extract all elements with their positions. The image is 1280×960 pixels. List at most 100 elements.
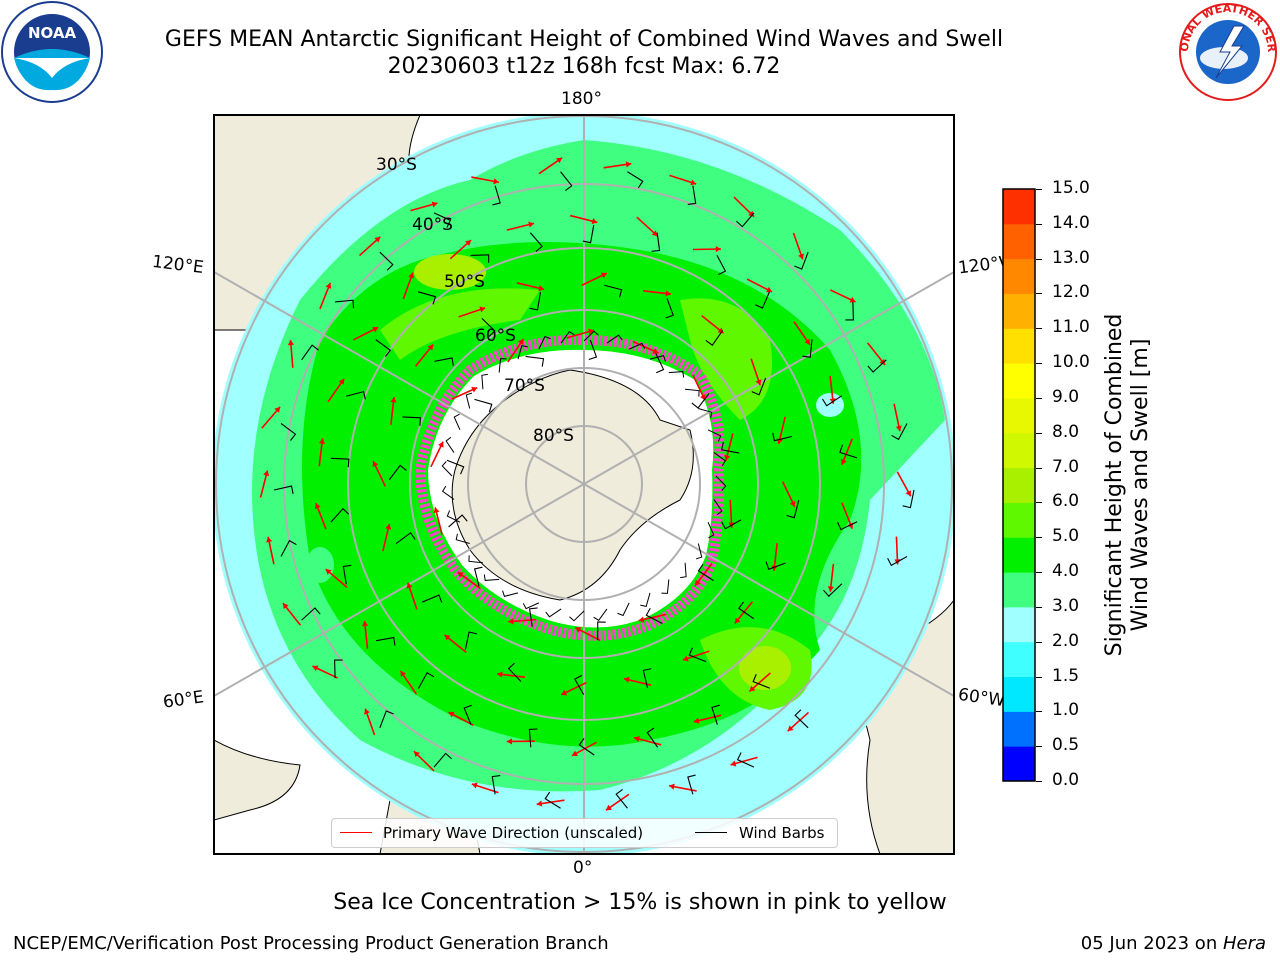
colorbar-segment [1003, 432, 1035, 469]
wind-barb [470, 254, 490, 263]
wind-barb [752, 674, 771, 689]
colorbar-segment [1003, 258, 1035, 294]
wind-barb [441, 461, 453, 477]
wind-barb [379, 710, 394, 729]
colorbar-tick-mark [1036, 676, 1042, 678]
wave-arrow-head [766, 286, 773, 293]
wind-barb [713, 452, 727, 467]
wind-barb [736, 212, 755, 228]
wind-barb [794, 709, 809, 729]
footer-branch: NCEP/EMC/Verification Post Processing Pr… [13, 933, 609, 954]
wind-barb [823, 583, 843, 597]
wave-arrow-head [652, 348, 659, 354]
wind-barb [402, 416, 422, 426]
map-frame [213, 114, 955, 855]
wind-barb [560, 331, 575, 344]
wave-arrow-head [724, 454, 731, 461]
colorbar-tick-mark [1036, 467, 1042, 469]
wind-barb [715, 475, 727, 491]
colorbar-segment [1003, 293, 1035, 329]
wind-barb [695, 543, 703, 560]
wind-barb [463, 704, 472, 725]
wind-barb [837, 521, 858, 531]
wind-barb [640, 592, 651, 607]
chart-subtitle: 20230603 t12z 168h fcst Max: 6.72 [387, 54, 781, 79]
wind-barb [646, 727, 659, 748]
wind-barb [342, 564, 352, 585]
wave-arrow-head [406, 582, 413, 589]
wind-barb [280, 423, 297, 441]
colorbar-title-line2: Wind Waves and Swell [m] [1128, 338, 1153, 632]
wave-arrow-head [827, 586, 834, 592]
wave-arrow-head [497, 671, 503, 678]
wind-barb [711, 704, 720, 725]
wave-arrow-head [266, 536, 273, 543]
noaa-logo: NOAA [1, 1, 103, 103]
wind-barb [346, 390, 366, 400]
wind-barb [713, 499, 723, 516]
wind-barb [691, 393, 710, 409]
wave-arrow-head [287, 339, 295, 346]
wave-arrow-head [325, 569, 332, 575]
wind-barb [544, 791, 561, 809]
wave-arrow-head [749, 685, 756, 692]
wind-barb [887, 556, 908, 567]
wave-arrow-head [390, 397, 397, 403]
wave-arrow-head [338, 378, 345, 385]
wind-barb [721, 441, 740, 454]
wind-barb [649, 355, 666, 362]
wind-barb [498, 358, 507, 373]
colorbar-title: Significant Height of Combined Wind Wave… [1102, 314, 1154, 657]
lon-label-60w: 60°W [956, 684, 1007, 712]
wave-arrow-head [690, 179, 697, 186]
colorbar-tick-mark [1036, 328, 1042, 330]
wind-barb [301, 607, 321, 621]
wave-arrow-head [433, 507, 440, 514]
colorbar-tick-mark [1036, 258, 1042, 260]
wave-arrow-head [479, 306, 486, 313]
wave-arrow-head [682, 655, 689, 662]
colorbar-segment [1003, 467, 1035, 503]
wave-arrow-head [374, 236, 381, 243]
wind-barb [433, 212, 452, 228]
wind-barb [481, 373, 488, 390]
wind-barb [578, 738, 595, 756]
colorbar-tick-label: 4.0 [1052, 561, 1080, 582]
wind-barb [560, 171, 573, 192]
wind-barb [375, 636, 396, 646]
wind-barb [721, 519, 742, 530]
wind-barb [379, 251, 394, 271]
wind-barb [388, 464, 407, 481]
wind-barb [434, 357, 454, 366]
wave-arrow-head [318, 438, 326, 444]
wind-barb [597, 621, 606, 640]
wave-arrow-head [669, 783, 675, 790]
wave-arrow-head [282, 603, 289, 610]
colorbar-tick-label: 12.0 [1052, 282, 1090, 303]
wind-barb [617, 602, 630, 617]
wave-arrow-head [700, 394, 706, 401]
lon-label-60e: 60°E [161, 687, 206, 713]
colorbar-segment [1003, 328, 1035, 364]
wave-arrow-head [400, 670, 407, 677]
wind-barb [615, 788, 628, 809]
wind-barb [707, 521, 715, 539]
wind-barb [751, 377, 767, 396]
wave-arrow-head [556, 157, 563, 164]
wind-barb [845, 301, 854, 321]
legend-barb-line [695, 832, 727, 833]
colorbar-tick-label: 11.0 [1052, 317, 1090, 338]
wind-barb [528, 607, 538, 627]
wave-arrow-head [508, 618, 514, 625]
wave-arrow-head [623, 676, 630, 683]
wind-barb [688, 647, 707, 663]
wave-arrow-head [829, 398, 836, 404]
wind-barb [716, 254, 727, 276]
wave-arrow-head [364, 708, 370, 715]
colorbar-tick-label: 14.0 [1052, 212, 1090, 233]
wind-barb [502, 590, 519, 597]
wave-arrow-head [695, 579, 701, 586]
colorbar-segment [1003, 606, 1035, 643]
wind-barb [685, 388, 700, 397]
wave-arrow-head [471, 782, 478, 789]
